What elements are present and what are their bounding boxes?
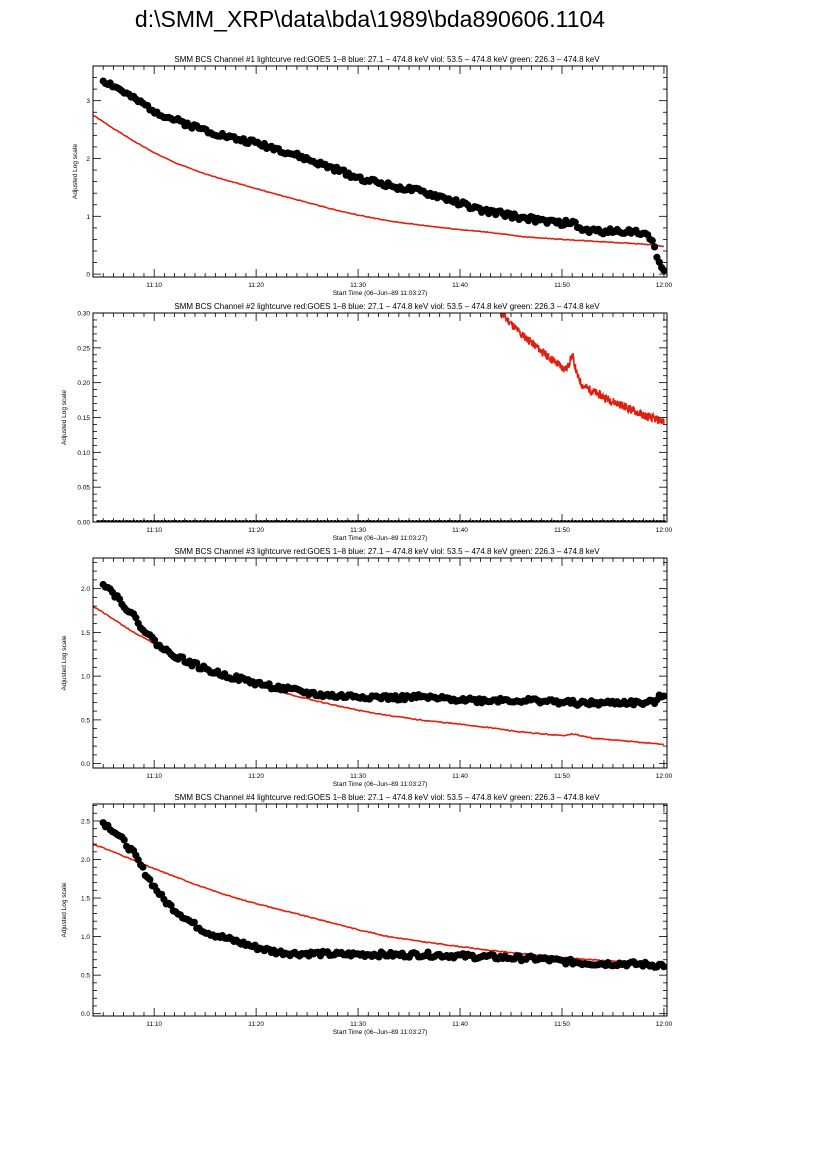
y-tick-label: 0.0 <box>81 761 90 768</box>
panel-title: SMM BCS Channel #2 lightcurve red:GOES 1… <box>174 302 600 311</box>
channel-point <box>151 636 159 644</box>
x-tick-label: 11:20 <box>248 527 264 534</box>
plot-frame <box>92 312 668 523</box>
x-tick-label: 11:50 <box>554 527 570 534</box>
y-tick-label: 1.0 <box>81 674 90 681</box>
x-tick-label: 11:30 <box>350 527 366 534</box>
x-axis-label: Start Time (06–Jun–89 11:03:27) <box>333 781 428 788</box>
x-tick-label: 11:40 <box>452 282 468 289</box>
channel-series <box>99 580 667 709</box>
channel-point <box>660 692 667 700</box>
y-tick-label: 0.20 <box>77 380 90 387</box>
goes-line <box>93 605 665 746</box>
y-tick-label: 2.5 <box>81 818 90 825</box>
channel-point <box>146 875 154 884</box>
panel-title: SMM BCS Channel #3 lightcurve red:GOES 1… <box>174 547 600 556</box>
channel-point <box>660 963 667 971</box>
y-tick-label: 3 <box>86 98 90 105</box>
goes-series <box>500 313 665 425</box>
x-axis-label: Start Time (06–Jun–89 11:03:27) <box>333 1029 428 1036</box>
panel-title: SMM BCS Channel #1 lightcurve red:GOES 1… <box>174 55 600 64</box>
goes-line <box>93 114 665 248</box>
plot-frame <box>92 65 668 278</box>
x-tick-label: 12:00 <box>656 773 673 780</box>
y-tick-label: 2 <box>86 156 90 163</box>
x-tick-label: 11:40 <box>452 773 468 780</box>
y-tick-label: 0.25 <box>77 345 90 352</box>
chart-panel-1: SMM BCS Channel #1 lightcurve red:GOES 1… <box>72 55 672 297</box>
y-tick-label: 1 <box>86 214 90 221</box>
y-axis-label: Adjusted Log scale <box>61 635 68 690</box>
channel-point <box>651 243 659 251</box>
chart-panel-2: SMM BCS Channel #2 lightcurve red:GOES 1… <box>61 302 672 542</box>
y-tick-label: 2.0 <box>81 857 90 864</box>
x-tick-label: 12:00 <box>656 282 673 289</box>
x-axis-label: Start Time (06–Jun–89 11:03:27) <box>333 290 428 297</box>
x-axis-label: Start Time (06–Jun–89 11:03:27) <box>333 535 428 542</box>
y-axis-label: Adjusted Log scale <box>72 144 79 199</box>
channel-point <box>648 237 656 245</box>
x-tick-label: 11:10 <box>146 1021 162 1028</box>
x-tick-label: 12:00 <box>656 527 673 534</box>
x-tick-label: 11:30 <box>350 282 366 289</box>
channel-point <box>655 258 663 266</box>
y-tick-label: 0 <box>86 272 90 279</box>
x-tick-label: 11:20 <box>248 1021 264 1028</box>
y-axis-label: Adjusted Log scale <box>61 882 68 937</box>
x-tick-label: 11:50 <box>554 282 570 289</box>
channel-point <box>190 918 198 926</box>
chart-panel-4: SMM BCS Channel #4 lightcurve red:GOES 1… <box>61 793 672 1036</box>
goes-series <box>93 114 665 248</box>
x-tick-label: 11:40 <box>452 527 468 534</box>
y-tick-label: 0.10 <box>77 450 90 457</box>
y-tick-label: 2.0 <box>81 586 90 593</box>
x-tick-label: 12:00 <box>656 1021 673 1028</box>
channel-point <box>139 863 147 871</box>
x-tick-label: 11:50 <box>554 1021 570 1028</box>
y-tick-label: 0.5 <box>81 717 90 724</box>
y-tick-label: 1.5 <box>81 630 90 637</box>
channel-point <box>193 659 201 667</box>
x-tick-label: 11:50 <box>554 773 570 780</box>
plot-frame <box>92 557 668 769</box>
x-tick-label: 11:20 <box>248 282 264 289</box>
x-tick-label: 11:30 <box>350 1021 366 1028</box>
channel-point <box>132 614 140 622</box>
goes-line <box>500 313 665 425</box>
channel-series <box>99 819 667 971</box>
goes-series <box>93 605 665 746</box>
chart-panel-3: SMM BCS Channel #3 lightcurve red:GOES 1… <box>61 547 672 788</box>
channel-point <box>120 836 128 844</box>
y-tick-label: 0.30 <box>77 311 90 318</box>
channel-point <box>167 901 175 909</box>
page-title: d:\SMM_XRP\data\bda\1989\bda890606.1104 <box>134 6 606 32</box>
y-tick-label: 1.5 <box>81 896 90 903</box>
plot-frame <box>92 803 668 1017</box>
y-axis-label: Adjusted Log scale <box>61 390 68 445</box>
x-tick-label: 11:10 <box>146 773 162 780</box>
goes-series <box>93 843 664 966</box>
panel-title: SMM BCS Channel #4 lightcurve red:GOES 1… <box>174 793 600 802</box>
y-tick-label: 0.05 <box>77 485 90 492</box>
channel-series <box>99 77 667 275</box>
x-tick-label: 11:20 <box>248 773 264 780</box>
x-tick-label: 11:10 <box>146 527 162 534</box>
x-tick-label: 11:40 <box>452 1021 468 1028</box>
y-tick-label: 0.0 <box>81 1011 90 1018</box>
y-tick-label: 0.5 <box>81 973 90 980</box>
y-tick-label: 0.15 <box>77 415 90 422</box>
y-tick-label: 1.0 <box>81 934 90 941</box>
y-tick-label: 0.00 <box>77 520 90 527</box>
goes-line <box>93 843 664 966</box>
x-tick-label: 11:10 <box>146 282 162 289</box>
x-tick-label: 11:30 <box>350 773 366 780</box>
